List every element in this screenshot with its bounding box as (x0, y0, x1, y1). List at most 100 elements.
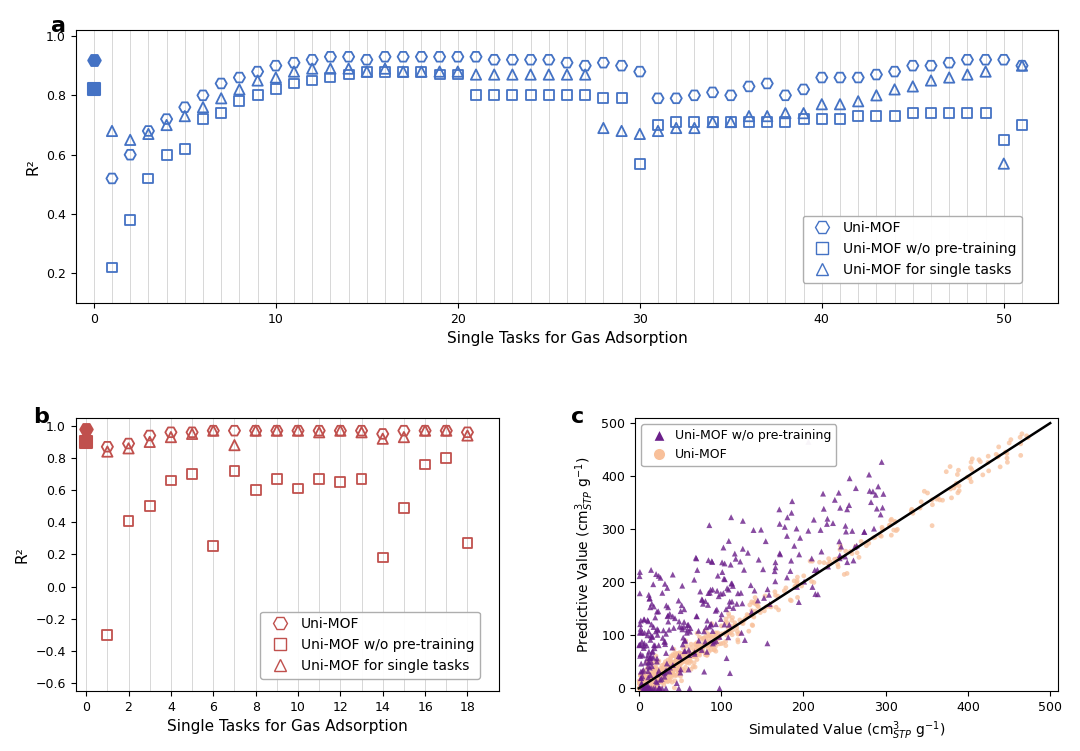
Uni-MOF (633, 679, 650, 691)
Uni-MOF (643, 677, 660, 689)
Uni-MOF (903, 503, 920, 515)
Uni-MOF w/o pre-training (639, 615, 657, 627)
Uni-MOF w/o pre-training (838, 503, 855, 515)
Point (431, 51, 448, 63)
Point (904, 80, 921, 92)
Uni-MOF (637, 682, 654, 694)
Point (311, 473, 328, 485)
Uni-MOF w/o pre-training (678, 623, 696, 635)
Uni-MOF (664, 666, 681, 678)
Uni-MOF (642, 680, 659, 692)
Point (184, 468, 201, 480)
Uni-MOF (743, 596, 760, 608)
Uni-MOF w/o pre-training (670, 595, 687, 607)
Uni-MOF w/o pre-training (636, 637, 653, 649)
Point (359, 65, 376, 77)
Uni-MOF w/o pre-training (656, 636, 673, 648)
Uni-MOF (661, 661, 678, 673)
Point (322, 71, 339, 83)
Uni-MOF (651, 669, 669, 681)
Uni-MOF (646, 673, 663, 685)
Uni-MOF (637, 679, 654, 691)
Uni-MOF (667, 658, 685, 670)
Uni-MOF w/o pre-training (725, 602, 742, 614)
Uni-MOF (970, 454, 987, 466)
Uni-MOF w/o pre-training (819, 518, 836, 530)
Point (158, 119, 175, 131)
Uni-MOF (820, 553, 837, 565)
Uni-MOF w/o pre-training (819, 513, 836, 525)
Uni-MOF w/o pre-training (809, 564, 826, 576)
Uni-MOF w/o pre-training (750, 595, 767, 607)
Uni-MOF w/o pre-training (791, 548, 808, 560)
Uni-MOF w/o pre-training (643, 656, 660, 668)
Uni-MOF w/o pre-training (632, 639, 649, 651)
Uni-MOF (698, 649, 715, 661)
Uni-MOF (636, 671, 653, 683)
Uni-MOF w/o pre-training (723, 559, 740, 571)
Uni-MOF (632, 682, 649, 694)
Uni-MOF (633, 682, 650, 694)
Uni-MOF (948, 469, 966, 481)
Uni-MOF (672, 670, 689, 682)
Point (667, 122, 685, 134)
Uni-MOF w/o pre-training (643, 629, 660, 641)
Uni-MOF (671, 664, 688, 676)
Uni-MOF w/o pre-training (658, 599, 675, 611)
Uni-MOF (652, 671, 670, 683)
Uni-MOF w/o pre-training (875, 488, 892, 500)
Uni-MOF (645, 668, 662, 680)
Uni-MOF (696, 640, 713, 652)
Point (486, 68, 503, 80)
Uni-MOF (637, 680, 654, 692)
Uni-MOF (654, 663, 672, 675)
Uni-MOF w/o pre-training (647, 568, 664, 580)
Uni-MOF (637, 673, 654, 685)
Uni-MOF w/o pre-training (635, 682, 652, 694)
Uni-MOF (634, 682, 651, 694)
Uni-MOF (647, 671, 664, 683)
Uni-MOF (670, 655, 687, 667)
Uni-MOF w/o pre-training (720, 584, 738, 596)
Point (437, 452, 455, 464)
Uni-MOF (734, 617, 752, 629)
Point (613, 92, 631, 104)
Uni-MOF (685, 650, 702, 662)
Point (322, 62, 339, 74)
Uni-MOF w/o pre-training (824, 517, 841, 529)
Uni-MOF (664, 659, 681, 671)
Uni-MOF (882, 514, 900, 526)
Uni-MOF (649, 668, 666, 680)
Point (85, 83, 103, 95)
Y-axis label: R²: R² (25, 158, 40, 175)
Uni-MOF (647, 666, 664, 678)
Uni-MOF w/o pre-training (826, 494, 843, 506)
Uni-MOF (811, 556, 828, 569)
Point (226, 424, 243, 436)
Point (340, 51, 357, 63)
Uni-MOF (873, 530, 890, 542)
Uni-MOF w/o pre-training (717, 603, 734, 615)
Uni-MOF (638, 682, 656, 694)
Uni-MOF (643, 675, 660, 687)
Uni-MOF (664, 661, 681, 673)
Uni-MOF (664, 659, 681, 671)
Point (459, 537, 476, 549)
Uni-MOF (669, 657, 686, 669)
Point (194, 89, 212, 101)
Uni-MOF (743, 610, 760, 622)
Uni-MOF (916, 485, 933, 497)
Uni-MOF (670, 664, 687, 676)
Point (922, 107, 940, 119)
Uni-MOF w/o pre-training (767, 562, 784, 574)
Uni-MOF (945, 482, 962, 494)
Uni-MOF (658, 675, 675, 687)
Uni-MOF w/o pre-training (642, 602, 659, 614)
Uni-MOF (642, 682, 659, 694)
Uni-MOF w/o pre-training (760, 589, 778, 601)
Uni-MOF w/o pre-training (755, 563, 772, 575)
Point (184, 428, 201, 440)
Point (667, 92, 685, 104)
Uni-MOF (632, 682, 649, 694)
Uni-MOF (705, 633, 723, 645)
